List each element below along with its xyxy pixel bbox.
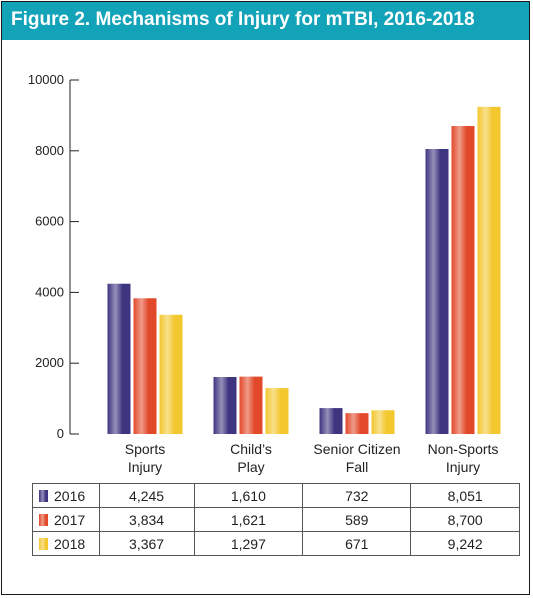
table-cell: 1,610 <box>193 483 304 508</box>
y-tick-label: 0 <box>57 426 64 441</box>
bar-2016-0 <box>107 283 131 434</box>
bar-2016-1 <box>213 377 237 434</box>
category-label-line1: Child’s <box>230 441 272 457</box>
bar-2017-3 <box>451 126 475 435</box>
y-tick-label: 10000 <box>28 72 64 87</box>
title-bar: Figure 2. Mechanisms of Injury for mTBI,… <box>2 2 529 40</box>
category-label-line1: Senior Citizen <box>313 441 400 457</box>
table-cell: 8,700 <box>410 507 520 532</box>
table-cell: 1,297 <box>193 531 304 556</box>
legend-swatch-2016 <box>39 489 48 502</box>
legend-swatch-2018 <box>39 537 48 550</box>
bar-2017-1 <box>239 376 263 434</box>
y-tick-label: 6000 <box>35 214 64 229</box>
legend-cell: 2017 <box>32 507 100 532</box>
y-tick-label: 4000 <box>35 284 64 299</box>
table-cell: 4,245 <box>98 483 195 508</box>
bar-2018-2 <box>371 410 395 434</box>
bar-chart: 0 2000 4000 6000 8000 10000 Sports Injury Child… <box>28 72 501 475</box>
table-row: 2016 4,245 1,610 732 8,051 <box>32 483 520 508</box>
bars-group <box>107 106 501 435</box>
category-label-line2: Fall <box>346 459 369 475</box>
table-cell: 8,051 <box>410 483 520 508</box>
category-labels: Sports Injury Child’s Play Senior Citizen Fal… <box>125 441 499 475</box>
y-axis: 0 2000 4000 6000 8000 10000 <box>28 72 79 441</box>
legend-cell: 2018 <box>32 531 100 556</box>
bar-2016-3 <box>425 148 449 434</box>
category-label-line1: Sports <box>125 441 165 457</box>
table-cell: 9,242 <box>410 531 520 556</box>
table-cell: 589 <box>302 507 412 532</box>
table-row: 2018 3,367 1,297 671 9,242 <box>32 531 520 556</box>
table-cell: 3,367 <box>98 531 195 556</box>
legend-swatch-2017 <box>39 513 48 526</box>
category-label-line2: Play <box>237 459 264 475</box>
legend-label: 2016 <box>54 487 86 504</box>
legend-cell: 2016 <box>32 483 100 508</box>
bar-2016-2 <box>319 408 343 434</box>
category-label-line2: Injury <box>128 459 162 475</box>
category-label-line2: Injury <box>446 459 480 475</box>
table-row: 2017 3,834 1,621 589 8,700 <box>32 507 520 532</box>
chart-title: Figure 2. Mechanisms of Injury for mTBI,… <box>11 9 475 30</box>
legend-label: 2018 <box>54 535 86 552</box>
legend-label: 2017 <box>54 511 86 528</box>
y-tick-label: 8000 <box>35 143 64 158</box>
table-cell: 671 <box>302 531 412 556</box>
bar-2018-3 <box>477 106 501 435</box>
table-cell: 1,621 <box>193 507 304 532</box>
bar-2018-0 <box>159 314 183 434</box>
bar-2017-0 <box>133 298 157 434</box>
bar-2017-2 <box>345 413 369 434</box>
table-cell: 3,834 <box>98 507 195 532</box>
data-table: 2016 4,245 1,610 732 8,051 2017 3,834 1,621 589 8… <box>32 483 520 556</box>
category-label-line1: Non-Sports <box>428 441 499 457</box>
bar-2018-1 <box>265 388 289 434</box>
y-tick-label: 2000 <box>35 355 64 370</box>
table-cell: 732 <box>302 483 412 508</box>
